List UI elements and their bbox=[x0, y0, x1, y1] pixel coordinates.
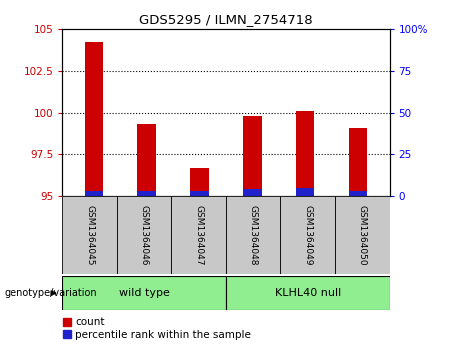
Text: KLHL40 null: KLHL40 null bbox=[275, 288, 341, 298]
Bar bbox=[117, 196, 171, 274]
Title: GDS5295 / ILMN_2754718: GDS5295 / ILMN_2754718 bbox=[139, 13, 313, 26]
Bar bbox=[85, 191, 103, 196]
Bar bbox=[280, 196, 335, 274]
Bar bbox=[226, 196, 280, 274]
Bar bbox=[137, 191, 156, 196]
Text: GSM1364050: GSM1364050 bbox=[358, 205, 367, 265]
Bar bbox=[137, 124, 156, 196]
Legend: count, percentile rank within the sample: count, percentile rank within the sample bbox=[63, 317, 251, 340]
Bar bbox=[62, 196, 117, 274]
Bar bbox=[226, 276, 390, 310]
Text: GSM1364045: GSM1364045 bbox=[85, 205, 94, 265]
Bar bbox=[349, 127, 367, 196]
Bar bbox=[296, 188, 314, 196]
Bar bbox=[243, 116, 261, 196]
Text: wild type: wild type bbox=[118, 288, 170, 298]
Text: GSM1364048: GSM1364048 bbox=[248, 205, 258, 265]
Bar bbox=[335, 196, 390, 274]
Bar bbox=[349, 191, 367, 196]
Bar bbox=[85, 42, 103, 196]
Bar bbox=[296, 111, 314, 196]
Text: GSM1364049: GSM1364049 bbox=[303, 205, 312, 265]
Bar bbox=[243, 189, 261, 196]
Bar bbox=[62, 276, 226, 310]
Text: GSM1364047: GSM1364047 bbox=[194, 205, 203, 265]
Bar bbox=[190, 168, 209, 196]
Text: genotype/variation: genotype/variation bbox=[5, 288, 97, 298]
Bar bbox=[190, 191, 209, 196]
Bar bbox=[171, 196, 226, 274]
Text: GSM1364046: GSM1364046 bbox=[140, 205, 148, 265]
